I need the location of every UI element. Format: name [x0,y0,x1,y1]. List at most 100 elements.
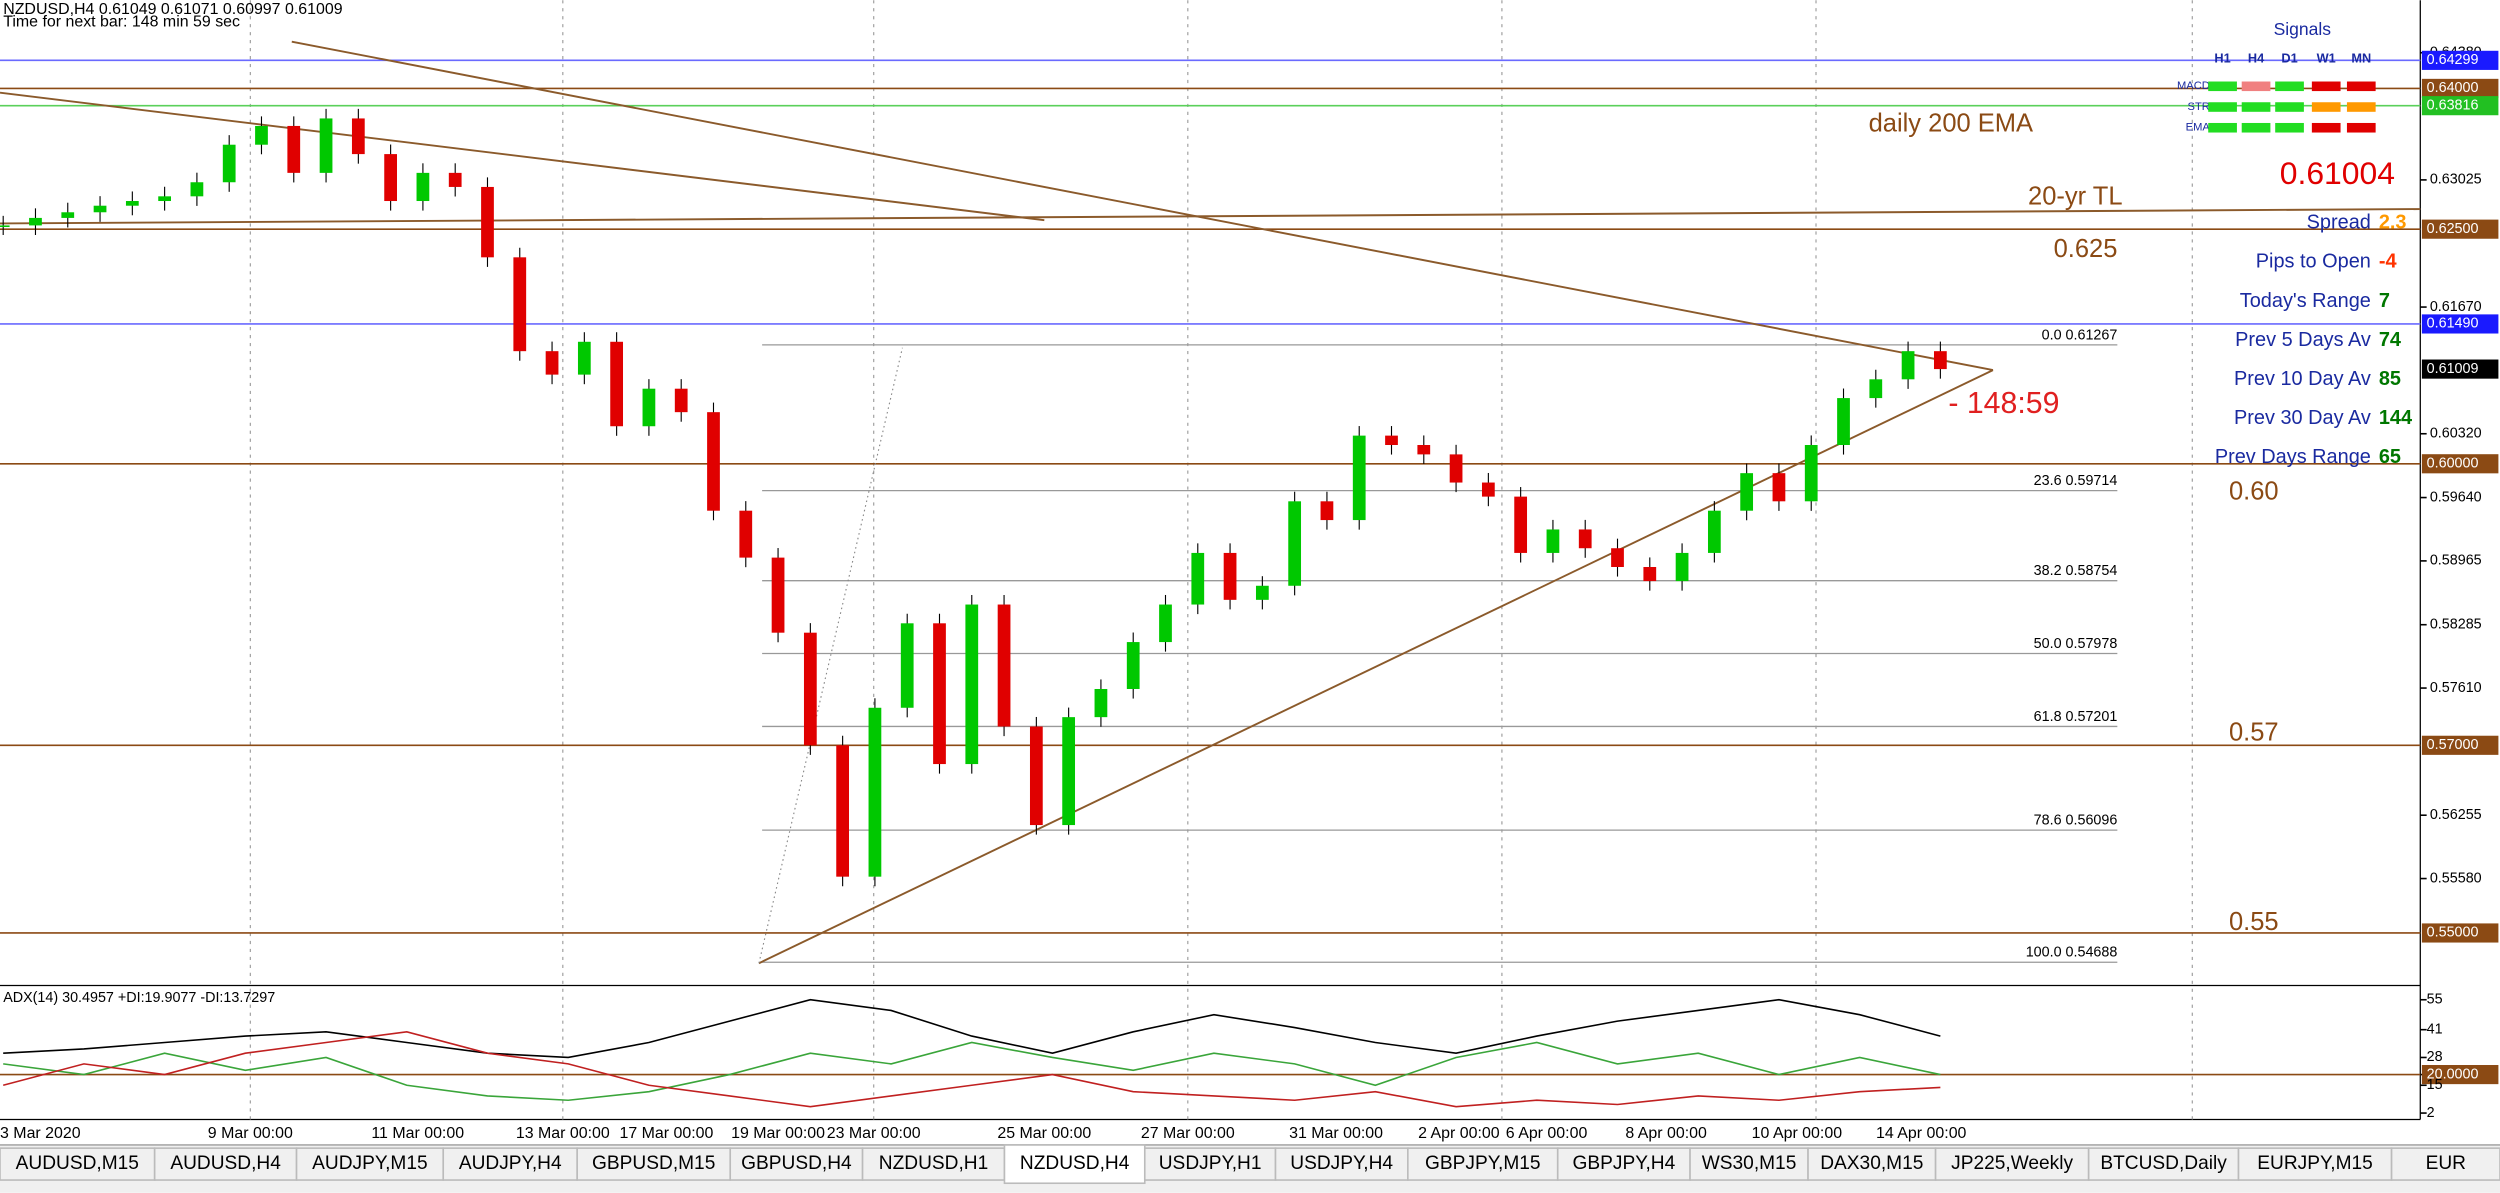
stat-label: Prev 30 Day Av [2234,407,2371,429]
tab-label[interactable]: GBPJPY,M15 [1425,1153,1541,1174]
tab[interactable] [1689,1147,1809,1181]
tab-label[interactable]: EURJPY,M15 [2257,1153,2373,1174]
tab[interactable] [295,1147,445,1181]
candle [997,604,1011,727]
candle [965,604,979,765]
tab[interactable] [153,1147,298,1181]
tab-label[interactable]: EUR [2426,1153,2466,1174]
y-tick-label: 0.59640 [2430,489,2482,505]
tab-label[interactable]: AUDUSD,H4 [170,1153,281,1174]
adx-tick-label: 15 [2427,1077,2443,1093]
tab[interactable] [442,1147,578,1181]
fib-label: 23.6 0.59714 [2034,473,2118,489]
x-tick-label: 19 Mar 00:00 [731,1125,825,1142]
level-tag [2421,314,2499,334]
stat-value: 85 [2379,368,2401,390]
signal-cell [2346,102,2376,112]
annotation: daily 200 EMA [1869,109,2033,137]
tab-label[interactable]: GBPUSD,H4 [741,1153,852,1174]
tab[interactable] [729,1147,864,1181]
candle [1449,454,1463,483]
annotation: 20-yr TL [2028,183,2122,211]
tab-label[interactable]: USDJPY,H1 [1159,1153,1262,1174]
tab-label[interactable]: USDJPY,H4 [1290,1153,1393,1174]
tab[interactable] [2087,1147,2240,1181]
fib-pct: 78.6 [2034,812,2062,828]
stat-label: Prev Days Range [2215,446,2371,468]
tab-label[interactable]: GBPUSD,M15 [592,1153,715,1174]
level-tag [2421,359,2499,379]
annotation: 0.57 [2229,718,2279,746]
signal-cell [2241,81,2271,92]
level-tag [2421,735,2499,755]
adx-tick-label: 41 [2427,1021,2443,1037]
signal-cell [2208,122,2237,133]
level-label: 0.64299 [2427,52,2479,68]
tab-label[interactable]: BTCUSD,Daily [2100,1153,2227,1174]
signal-col: D1 [2281,51,2297,66]
trend-line [0,91,1045,222]
signal-col: MN [2351,51,2371,66]
tab-label[interactable]: AUDJPY,M15 [312,1153,428,1174]
tab-label[interactable]: NZDUSD,H4 [1020,1153,1130,1174]
candle [642,388,656,427]
candle [1062,717,1076,826]
adx-tick-label: 55 [2427,992,2443,1008]
candle [61,212,75,218]
signal-cell [2275,102,2304,112]
tab[interactable] [1934,1147,2090,1181]
stat-value: 144 [2379,407,2412,429]
candle [1804,445,1818,502]
tab[interactable] [1556,1147,1691,1181]
x-tick-label: 27 Mar 00:00 [1141,1125,1235,1142]
candle [384,154,398,202]
signal-cell [2208,102,2237,112]
adx-line [3,998,1941,1059]
tab-label[interactable]: GBPJPY,H4 [1573,1153,1676,1174]
tab[interactable] [1143,1147,1277,1181]
adx-line [3,1041,1941,1102]
stat-label: Pips to Open [2256,251,2371,273]
tab[interactable] [576,1147,732,1181]
candle [836,745,850,877]
level-tag [2421,50,2499,70]
candle [513,257,527,352]
level-tag [2421,96,2499,116]
tab[interactable] [2390,1147,2500,1181]
candle [416,172,430,202]
adx-tick-label: 28 [2427,1049,2443,1065]
signal-cell [2208,81,2237,92]
tab-label[interactable]: WS30,M15 [1702,1153,1797,1174]
tab-label[interactable]: AUDUSD,M15 [16,1153,139,1174]
adx-level-tag [2421,1065,2499,1085]
fib-label: 78.6 0.56096 [2034,812,2118,828]
tab-label[interactable]: JP225,Weekly [1951,1153,2073,1174]
adx-tick-label: 20.0000 [2427,1066,2479,1082]
signals-title: Signals [2274,19,2332,39]
x-tick-label: 9 Mar 00:00 [208,1125,293,1142]
tab-label[interactable]: DAX30,M15 [1820,1153,1923,1174]
x-tick-label: 3 Mar 2020 [0,1125,81,1142]
tab[interactable] [1274,1147,1409,1181]
fib-price: 0.54688 [2066,944,2118,960]
fib-pct: 38.2 [2034,563,2062,579]
candle [1869,379,1883,399]
tab-label[interactable]: AUDJPY,H4 [459,1153,562,1174]
candle [771,557,785,633]
tab[interactable] [1807,1147,1937,1181]
level-label: 0.55000 [2427,925,2479,941]
level-label: 0.60000 [2427,456,2479,472]
tab-label[interactable]: NZDUSD,H1 [879,1153,988,1174]
tab[interactable] [1003,1144,1146,1185]
signal-row: MACD [2177,80,2210,92]
tab[interactable] [1407,1147,1559,1181]
adx-line [2,1031,1941,1108]
stat-value: 7 [2379,290,2390,312]
fib-pct: 61.8 [2034,709,2062,725]
x-tick-label: 23 Mar 00:00 [827,1125,921,1142]
info-panel: Signals 0.61004 H1 H4 D1 W1 MN MACD STR EMA Spre… [2177,19,2412,468]
fib-anchor [758,347,903,964]
fib-pct: 23.6 [2034,473,2062,489]
